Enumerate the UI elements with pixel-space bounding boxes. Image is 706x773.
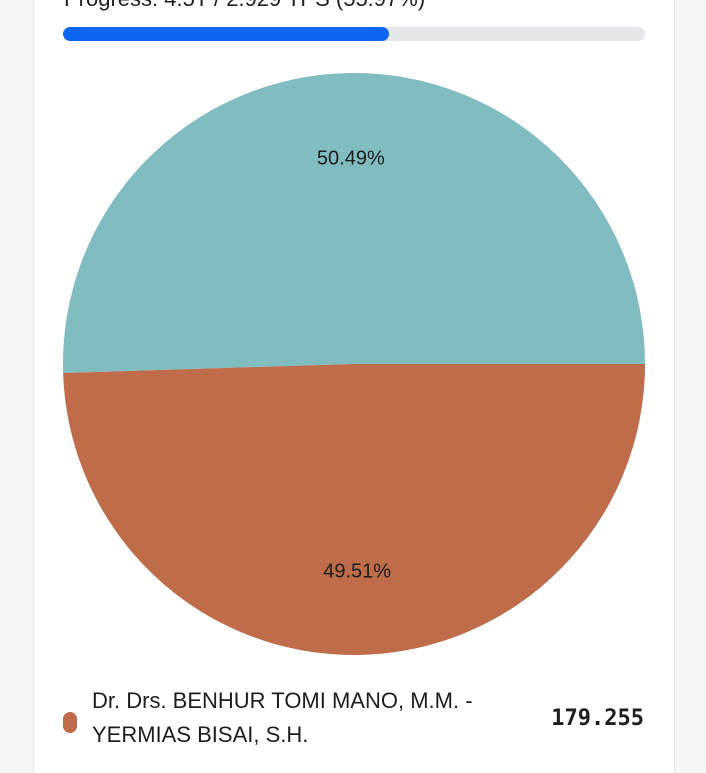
progress-bar-fill	[63, 27, 389, 41]
pie-slice-label: 49.51%	[323, 561, 391, 583]
pie-slice-label: 50.49%	[317, 147, 385, 169]
legend-label: Dr. Drs. BENHUR TOMI MANO, M.M. - YERMIA…	[92, 688, 473, 747]
pie-slice[interactable]	[63, 364, 646, 655]
legend-value: 179.255	[551, 706, 644, 731]
pie-chart: 50.49% 49.51%	[63, 72, 646, 655]
result-card: Progress: 4.5T / 2.929 TPS (55.97%) 50.4…	[33, 0, 675, 773]
progress-bar	[63, 27, 645, 41]
legend-swatch	[63, 712, 77, 733]
legend: Dr. Drs. BENHUR TOMI MANO, M.M. - YERMIA…	[34, 676, 674, 766]
progress-text: Progress: 4.5T / 2.929 TPS (55.97%)	[64, 0, 425, 12]
pie-slice[interactable]	[63, 72, 645, 373]
